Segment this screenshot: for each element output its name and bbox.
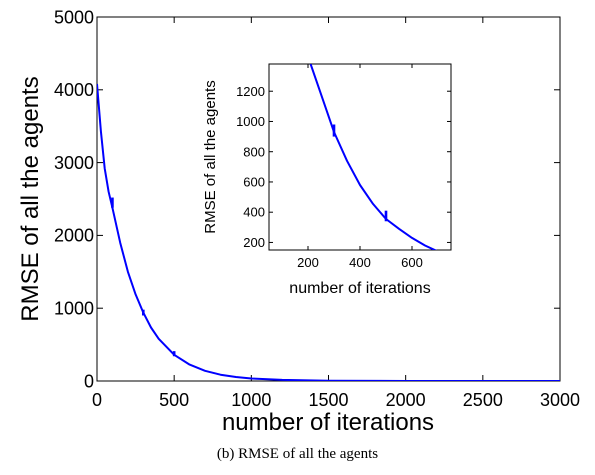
inset-x-axis-label: number of iterations (289, 280, 430, 297)
main-x-tick-label: 1000 (231, 390, 271, 410)
main-x-tick-label: 2000 (386, 390, 426, 410)
inset-y-axis-label: RMSE of all the agents (202, 80, 219, 233)
main-series (97, 83, 560, 381)
main-series-line (97, 83, 560, 381)
inset-series-line (309, 64, 438, 250)
inset-y-tick-label: 200 (243, 235, 265, 250)
main-x-tick-label: 3000 (540, 390, 580, 410)
main-y-tick-label: 3000 (54, 153, 94, 173)
inset-x-tick-label: 400 (349, 255, 371, 270)
inset-x-tick-label: 200 (297, 255, 319, 270)
inset-ticks: 200 400 600 200 400 600 800 1000 1200 (236, 64, 451, 270)
main-y-tick-label: 2000 (54, 226, 94, 246)
inset-y-tick-label: 400 (243, 205, 265, 220)
inset-plot: 200 400 600 200 400 600 800 1000 1200 number of … (202, 63, 452, 297)
inset-y-tick-label: 1000 (236, 114, 265, 129)
main-y-tick-label: 1000 (54, 299, 94, 319)
main-y-tick-label: 4000 (54, 80, 94, 100)
main-y-tick-label: 5000 (54, 7, 94, 27)
main-x-tick-label: 2500 (463, 390, 503, 410)
inset-series (309, 64, 438, 250)
figure-caption: (b) RMSE of all the agents (216, 446, 379, 462)
main-x-axis-label: number of iterations (222, 409, 434, 436)
inset-y-tick-label: 1200 (236, 84, 265, 99)
main-y-axis-label: RMSE of all the agents (17, 76, 44, 321)
main-x-tick-label: 1500 (308, 390, 348, 410)
inset-y-tick-label: 600 (243, 175, 265, 190)
inset-y-tick-label: 800 (243, 144, 265, 159)
inset-plot-area (268, 63, 452, 251)
main-x-tick-label: 0 (92, 390, 102, 410)
inset-x-tick-label: 600 (401, 255, 423, 270)
main-y-tick-label: 0 (84, 371, 94, 391)
main-ticks: 0 500 1000 1500 2000 2500 3000 0 1000 2000 3000 400… (54, 7, 580, 410)
main-x-tick-label: 500 (159, 390, 189, 410)
